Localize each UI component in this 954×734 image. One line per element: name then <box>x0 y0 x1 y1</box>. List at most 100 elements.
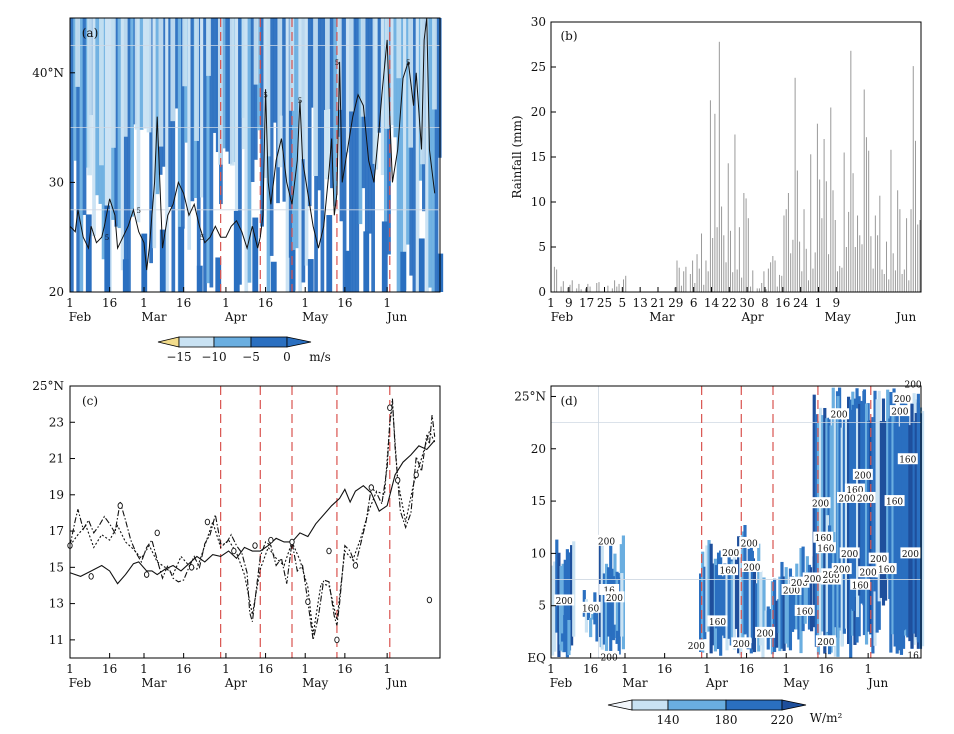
wind-shade <box>348 18 354 112</box>
contour-label-bg <box>789 576 810 588</box>
olr-shade <box>602 573 606 645</box>
olr-shade <box>910 403 914 649</box>
wind-shade <box>76 18 81 292</box>
colorbar-cell <box>725 699 783 711</box>
month-label: Apr <box>741 310 764 324</box>
wind-shade <box>85 214 92 292</box>
wind-shade <box>196 18 201 292</box>
rain-bar <box>571 280 573 292</box>
contour-label-bg <box>839 547 860 559</box>
month-label: Feb <box>69 310 92 324</box>
marker <box>289 538 295 546</box>
olr-shade <box>775 600 779 648</box>
contour-label: 160 <box>846 486 863 496</box>
wind-shade <box>181 18 185 229</box>
wind-shade <box>352 18 356 292</box>
contour-label: 200 <box>688 642 705 652</box>
wind-shade <box>330 18 334 189</box>
marker <box>143 571 150 578</box>
wind-shade <box>381 221 388 292</box>
olr-shade <box>842 419 846 634</box>
rain-bar <box>725 262 727 292</box>
rain-bar <box>839 265 841 292</box>
rain-bar <box>821 218 823 292</box>
contour-label: 200 <box>904 380 921 390</box>
contour-label-bg <box>903 377 924 389</box>
month-label: Mar <box>622 676 647 690</box>
olr-shade <box>786 584 790 648</box>
olr-shade <box>591 613 595 620</box>
rain-bar <box>674 287 676 292</box>
olr-shade <box>567 619 571 656</box>
rain-bar <box>774 260 776 292</box>
rain-bar <box>854 247 856 292</box>
olr-shade <box>714 565 719 629</box>
x-tick-label: 16 <box>775 296 790 310</box>
rain-bar <box>859 235 861 292</box>
olr-shade <box>759 570 763 646</box>
olr-shade <box>737 536 741 654</box>
x-tick-label: 16 <box>102 296 117 310</box>
month-label: May <box>825 310 851 324</box>
olr-shade <box>840 427 844 647</box>
contour-label-bg <box>821 568 842 580</box>
wind-shade <box>155 18 160 195</box>
rain-bar <box>743 193 745 292</box>
rain-bar <box>625 275 627 292</box>
wind-shade <box>225 18 230 152</box>
rain-bar <box>569 284 571 292</box>
wind-shade <box>194 18 199 141</box>
olr-shade <box>889 391 893 653</box>
contour-label-bg <box>858 566 879 578</box>
contour-label: 200 <box>743 563 760 573</box>
olr-shade <box>730 561 734 646</box>
olr-shade <box>847 396 851 644</box>
olr-shade <box>701 551 705 653</box>
rain-bar <box>796 170 798 292</box>
olr-shade <box>834 551 838 628</box>
wind-shade <box>326 215 333 292</box>
contour-label: 200 <box>804 575 821 585</box>
colorbar-tick: 0 <box>283 350 291 364</box>
olr-shade <box>914 413 918 638</box>
contour-label: 200 <box>833 566 850 576</box>
rain-bar <box>819 179 821 292</box>
colorbar-cell <box>631 699 669 711</box>
wind-shade <box>142 18 147 129</box>
wind-shade <box>161 18 166 167</box>
olr-shade <box>727 551 731 639</box>
contour-label-bg <box>599 650 620 662</box>
olr-shade <box>823 407 827 654</box>
wind-shade <box>339 18 344 222</box>
wind-shade <box>206 18 211 284</box>
contour-label: 200 <box>756 629 773 639</box>
rain-bar <box>576 288 578 292</box>
y-tick-label: 15 <box>49 560 64 574</box>
rain-bar <box>589 286 591 292</box>
rain-bar <box>872 268 874 292</box>
olr-shade <box>748 562 752 644</box>
wind-shade <box>363 231 370 292</box>
olr-shade <box>864 403 869 645</box>
rain-bar <box>723 235 725 292</box>
month-label: Mar <box>649 310 674 324</box>
y-tick-label: 19 <box>49 488 64 502</box>
olr-shade <box>916 393 920 643</box>
contour-label: 5 <box>200 234 204 242</box>
wind-shade <box>403 18 407 290</box>
x-tick-label: 16 <box>102 662 117 676</box>
rain-bar <box>908 280 910 292</box>
contour-label-bg <box>897 453 918 465</box>
y-tick-label: 40°N <box>32 66 64 80</box>
wind-shade <box>117 18 122 229</box>
y-tick-label: 25°N <box>32 379 64 393</box>
olr-shade <box>836 396 840 657</box>
y-tick-label: 23 <box>49 415 64 429</box>
olr-shade <box>616 579 620 631</box>
marker <box>387 404 393 412</box>
contour-label-bg <box>889 405 910 417</box>
marker <box>413 471 419 479</box>
rain-bar <box>705 260 707 292</box>
y-tick-label: 15 <box>531 494 546 508</box>
